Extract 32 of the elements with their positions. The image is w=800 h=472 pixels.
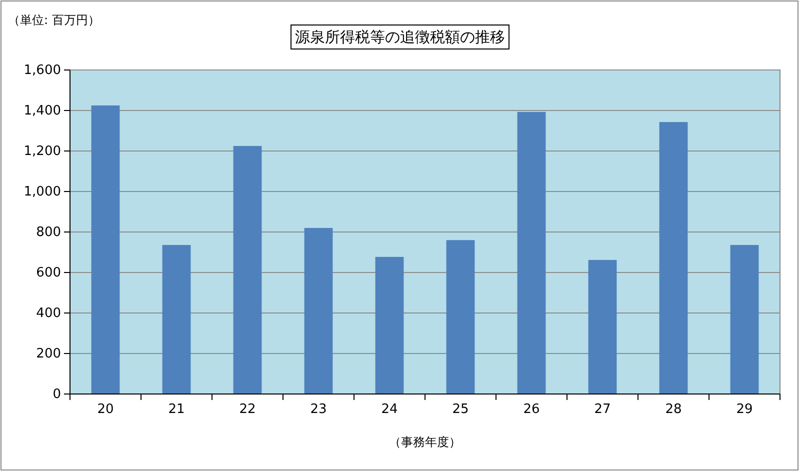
y-tick-label: 600 bbox=[36, 266, 61, 281]
y-tick-label: 0 bbox=[52, 387, 61, 402]
y-tick-label: 1,600 bbox=[24, 63, 61, 78]
y-tick-label: 1,000 bbox=[24, 184, 61, 200]
y-tick-label: 400 bbox=[36, 306, 61, 322]
x-tick-label: 22 bbox=[239, 402, 256, 418]
x-tick-label: 25 bbox=[452, 402, 469, 418]
bar bbox=[730, 244, 759, 394]
bar bbox=[446, 240, 475, 394]
bar bbox=[517, 112, 546, 394]
bar bbox=[659, 122, 688, 394]
x-tick-label: 20 bbox=[97, 402, 114, 418]
bar bbox=[91, 105, 120, 394]
bar bbox=[304, 228, 333, 394]
x-tick-label: 27 bbox=[594, 402, 611, 418]
bar bbox=[233, 146, 262, 394]
x-tick-label: 26 bbox=[523, 402, 540, 418]
bar bbox=[162, 244, 191, 394]
bar bbox=[588, 260, 617, 394]
chart-title: 源泉所得税等の追徴税額の推移 bbox=[295, 28, 505, 46]
x-tick-label: 29 bbox=[736, 402, 753, 418]
x-tick-label: 23 bbox=[310, 402, 327, 418]
x-tick-label: 24 bbox=[381, 402, 398, 418]
x-tick-label: 28 bbox=[665, 402, 682, 418]
bar bbox=[375, 256, 404, 394]
x-tick-label: 21 bbox=[168, 402, 185, 418]
y-tick-label: 1,400 bbox=[24, 104, 61, 119]
y-tick-label: 200 bbox=[36, 346, 61, 362]
y-tick-label: 800 bbox=[36, 225, 61, 240]
y-axis-title: （単位: 百万円） bbox=[8, 13, 100, 27]
y-tick-label: 1,200 bbox=[24, 144, 61, 160]
x-axis-title: （事務年度） bbox=[389, 435, 461, 449]
